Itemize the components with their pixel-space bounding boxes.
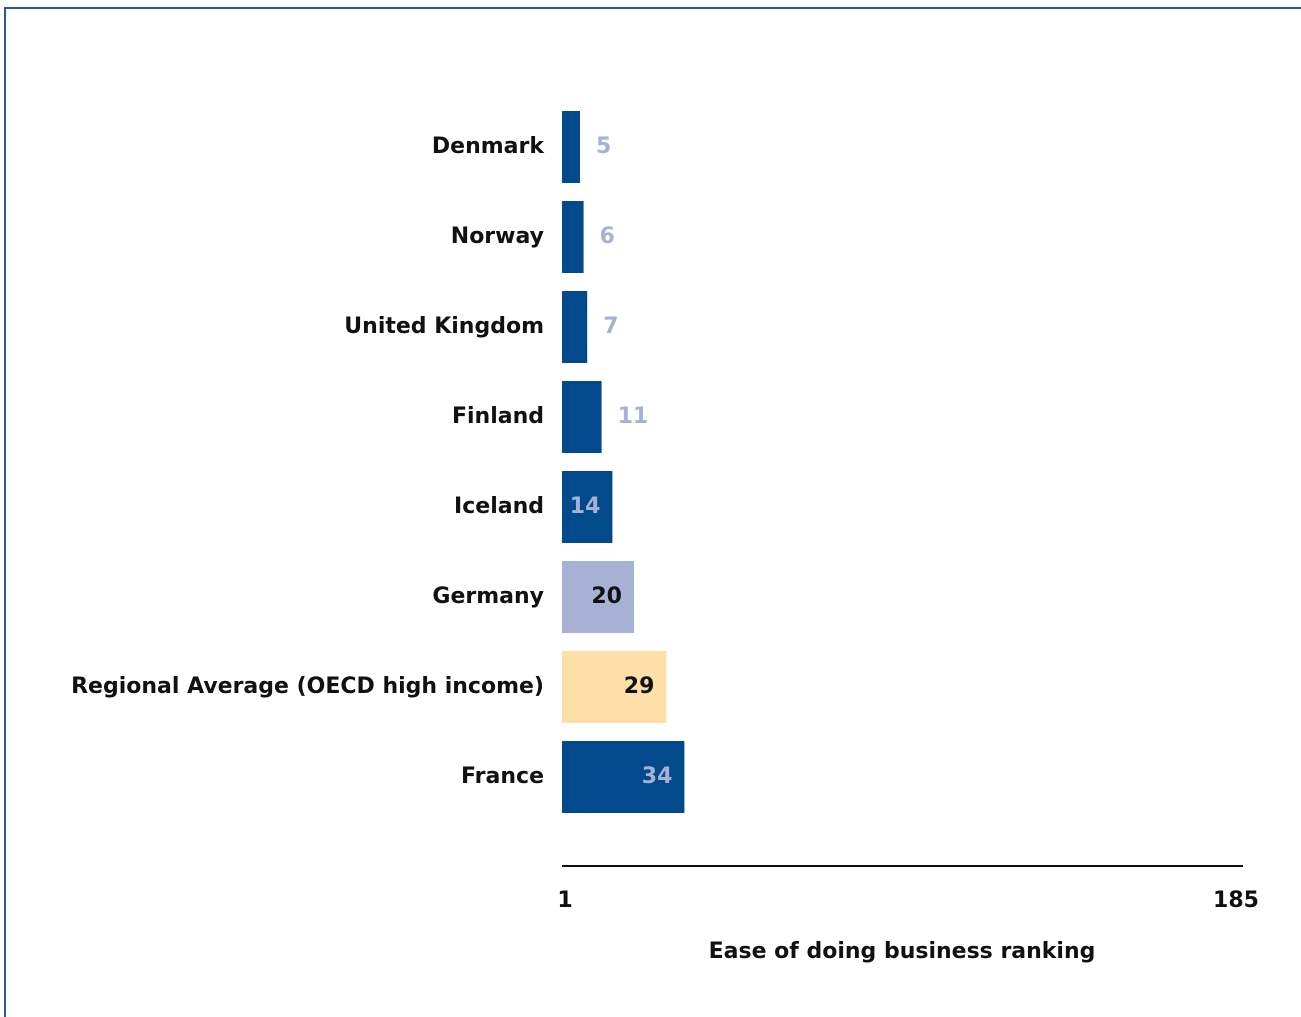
bars-group xyxy=(562,111,685,813)
category-label-germany: Germany xyxy=(432,584,544,609)
category-label-regional-average-oecd-high-income: Regional Average (OECD high income) xyxy=(71,674,544,699)
value-labels-group: 5 6 7 11 14 20 29 34 xyxy=(570,134,673,789)
category-labels-group: Denmark Norway United Kingdom Finland Icelan… xyxy=(71,134,545,789)
bar-germany xyxy=(562,561,634,633)
value-label-norway: 6 xyxy=(600,224,615,249)
bar-united-kingdom xyxy=(562,291,588,363)
bar-france xyxy=(562,741,685,813)
value-label-finland: 11 xyxy=(618,404,649,429)
value-label-iceland: 14 xyxy=(570,494,601,519)
category-label-denmark: Denmark xyxy=(432,134,545,159)
x-axis-title: Ease of doing business ranking xyxy=(709,939,1096,964)
bar-regional-average-oecd-high-income xyxy=(562,651,667,723)
bar-iceland xyxy=(562,471,613,543)
x-tick-label-max: 185 xyxy=(1213,888,1259,913)
category-label-norway: Norway xyxy=(451,224,544,249)
value-label-denmark: 5 xyxy=(596,134,611,159)
category-label-iceland: Iceland xyxy=(454,494,544,519)
bar-denmark xyxy=(562,111,580,183)
value-label-united-kingdom: 7 xyxy=(603,314,618,339)
bar-norway xyxy=(562,201,584,273)
category-label-united-kingdom: United Kingdom xyxy=(344,314,544,339)
category-label-finland: Finland xyxy=(452,404,544,429)
bar-finland xyxy=(562,381,602,453)
value-label-regional-average-oecd-high-income: 29 xyxy=(624,674,655,699)
category-label-france: France xyxy=(461,764,544,789)
value-label-germany: 20 xyxy=(591,584,622,609)
chart-frame xyxy=(4,7,1301,1017)
value-label-france: 34 xyxy=(642,764,673,789)
x-tick-label-min: 1 xyxy=(557,888,572,913)
